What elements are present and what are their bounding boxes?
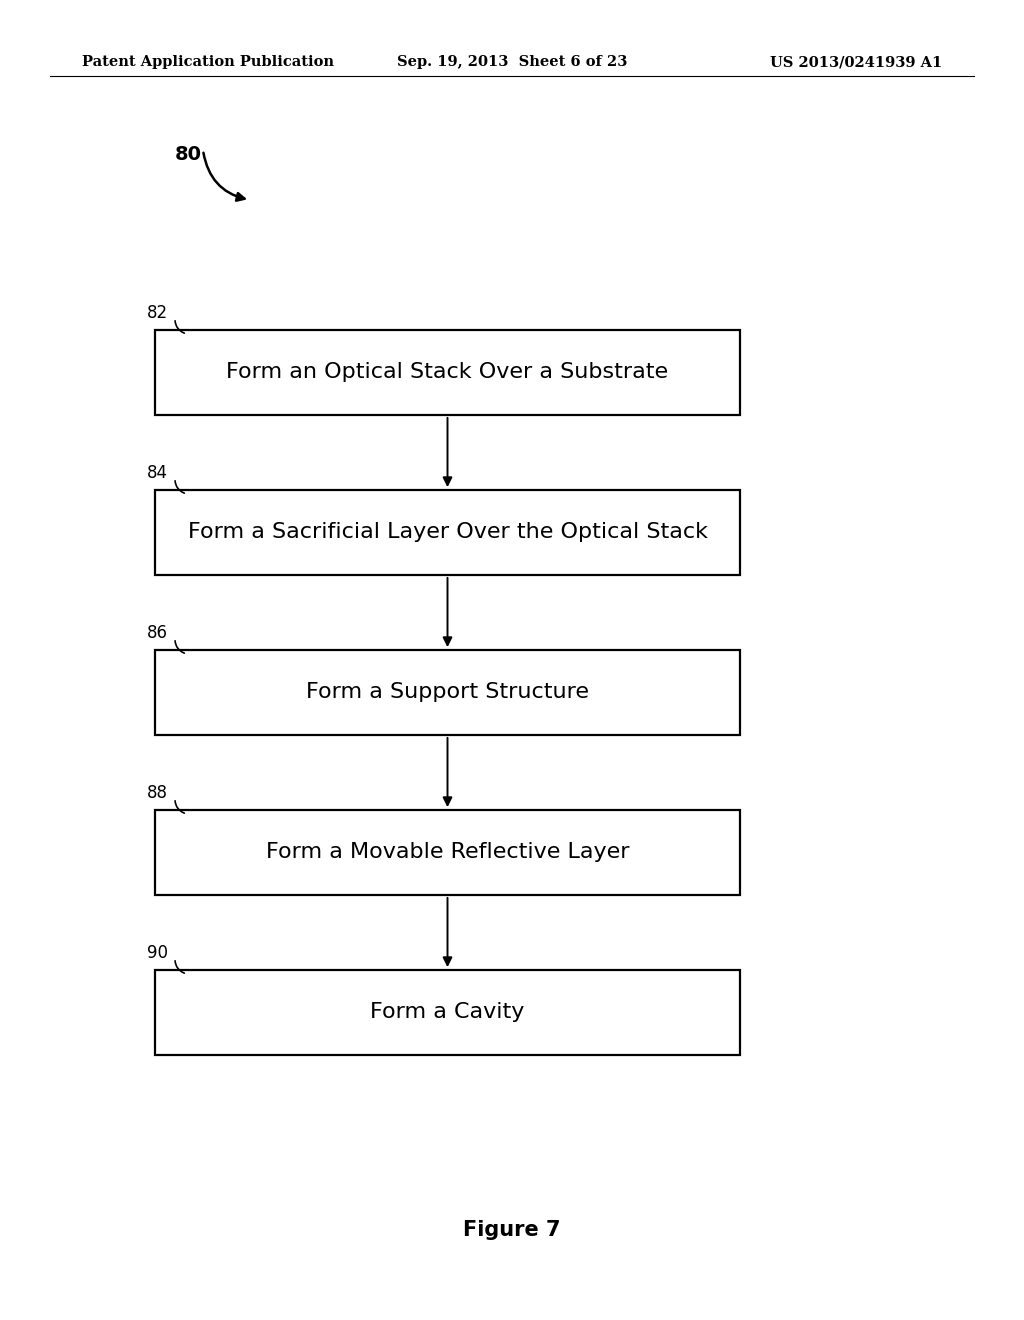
Text: 82: 82 — [147, 304, 168, 322]
Bar — [155, 490, 740, 576]
Text: Form a Support Structure: Form a Support Structure — [306, 682, 589, 702]
Text: Figure 7: Figure 7 — [463, 1220, 561, 1239]
Text: 80: 80 — [175, 145, 202, 165]
Text: Form a Cavity: Form a Cavity — [371, 1002, 524, 1023]
Text: 88: 88 — [147, 784, 168, 803]
Bar — [155, 649, 740, 735]
Text: 86: 86 — [147, 624, 168, 642]
Bar — [155, 810, 740, 895]
Text: Sep. 19, 2013  Sheet 6 of 23: Sep. 19, 2013 Sheet 6 of 23 — [397, 55, 627, 69]
Text: US 2013/0241939 A1: US 2013/0241939 A1 — [770, 55, 942, 69]
Text: Form a Sacrificial Layer Over the Optical Stack: Form a Sacrificial Layer Over the Optica… — [187, 523, 708, 543]
Text: Form an Optical Stack Over a Substrate: Form an Optical Stack Over a Substrate — [226, 363, 669, 383]
Bar — [155, 970, 740, 1055]
Text: Patent Application Publication: Patent Application Publication — [82, 55, 334, 69]
Bar — [155, 330, 740, 414]
Text: 84: 84 — [147, 465, 168, 482]
Text: Form a Movable Reflective Layer: Form a Movable Reflective Layer — [266, 842, 630, 862]
Text: 90: 90 — [147, 944, 168, 962]
